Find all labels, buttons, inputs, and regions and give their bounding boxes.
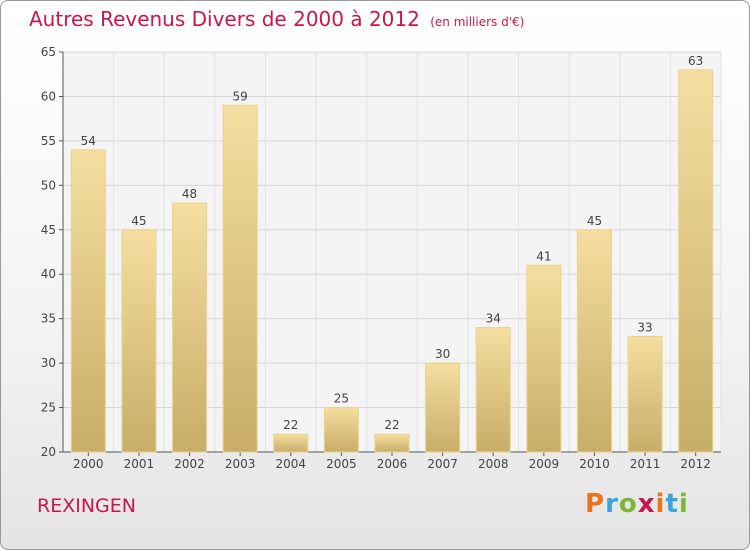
data-label-2010: 45 [587,214,602,228]
plot-area [63,52,721,452]
data-label-2012: 63 [688,54,703,68]
place-name: REXINGEN [37,495,136,517]
x-tick-label-2002: 2002 [174,457,205,471]
data-label-2001: 45 [131,214,146,228]
logo-letter: r [605,489,619,519]
y-tick-label: 25 [41,401,56,415]
data-label-2002: 48 [182,187,197,201]
bar-2006 [374,433,410,453]
bar-2008 [475,327,511,453]
bar-2002 [172,202,208,453]
proxiti-logo[interactable]: Proxiti [585,489,689,519]
bar-2010 [576,229,612,453]
x-tick-labels: 2000 2001 2002 2003 2004 2005 2006 2007 2008 2009… [73,457,711,471]
logo-letter: P [585,489,606,519]
data-label-2008: 34 [486,312,501,326]
x-tick-label-2004: 2004 [275,457,306,471]
data-label-2005: 25 [334,392,349,406]
grid-lines [62,51,722,453]
data-label-2011: 33 [637,320,652,334]
x-tick-label-2012: 2012 [680,457,711,471]
logo-letter: i [678,489,689,519]
x-tick-label-2000: 2000 [73,457,104,471]
data-label-2004: 22 [283,418,298,432]
data-label-2009: 41 [536,249,551,263]
y-tick-label: 50 [41,178,56,192]
x-tick-label-2006: 2006 [377,457,408,471]
bar-2001 [121,229,157,453]
bar-2005 [323,407,359,453]
x-tick-label-2001: 2001 [124,457,155,471]
x-tick-label-2010: 2010 [579,457,610,471]
chart-title: Autres Revenus Divers de 2000 à 2012 (en… [29,7,524,31]
data-label-2000: 54 [81,134,96,148]
y-tick-label: 35 [41,312,56,326]
y-tick-labels: 20 25 30 35 40 45 50 55 60 65 [41,45,56,459]
bar-2000 [70,149,106,453]
y-tick-label: 60 [41,89,56,103]
x-tick-label-2007: 2007 [427,457,458,471]
data-labels: 54 45 48 59 22 25 22 30 34 41 45 33 63 [81,54,704,432]
chart-title-unit: (en milliers d'€) [430,15,525,29]
y-tick-label: 30 [41,356,56,370]
y-tick-label: 40 [41,267,56,281]
data-label-2006: 22 [384,418,399,432]
logo-letter: x [637,489,656,519]
x-tick-label-2011: 2011 [630,457,661,471]
x-tick-label-2005: 2005 [326,457,357,471]
chart-title-text: Autres Revenus Divers de 2000 à 2012 [29,7,420,31]
x-tick-label-2008: 2008 [478,457,509,471]
data-label-2003: 59 [233,89,248,103]
logo-letter: o [618,489,638,519]
y-tick-label: 45 [41,223,56,237]
bar-2009 [526,264,562,453]
bar-2007 [425,362,461,453]
y-tick-label: 65 [41,45,56,59]
bar-2004 [273,433,309,453]
y-tick-label: 55 [41,134,56,148]
x-tick-label-2003: 2003 [225,457,256,471]
logo-letter: t [665,489,679,519]
bar-2011 [627,335,663,453]
bar-2003 [222,104,258,453]
data-label-2007: 30 [435,347,450,361]
bar-2012 [678,69,714,453]
logo-letter: i [655,489,666,519]
bars [70,69,714,453]
x-tick-label-2009: 2009 [529,457,560,471]
y-tick-label: 20 [41,445,56,459]
